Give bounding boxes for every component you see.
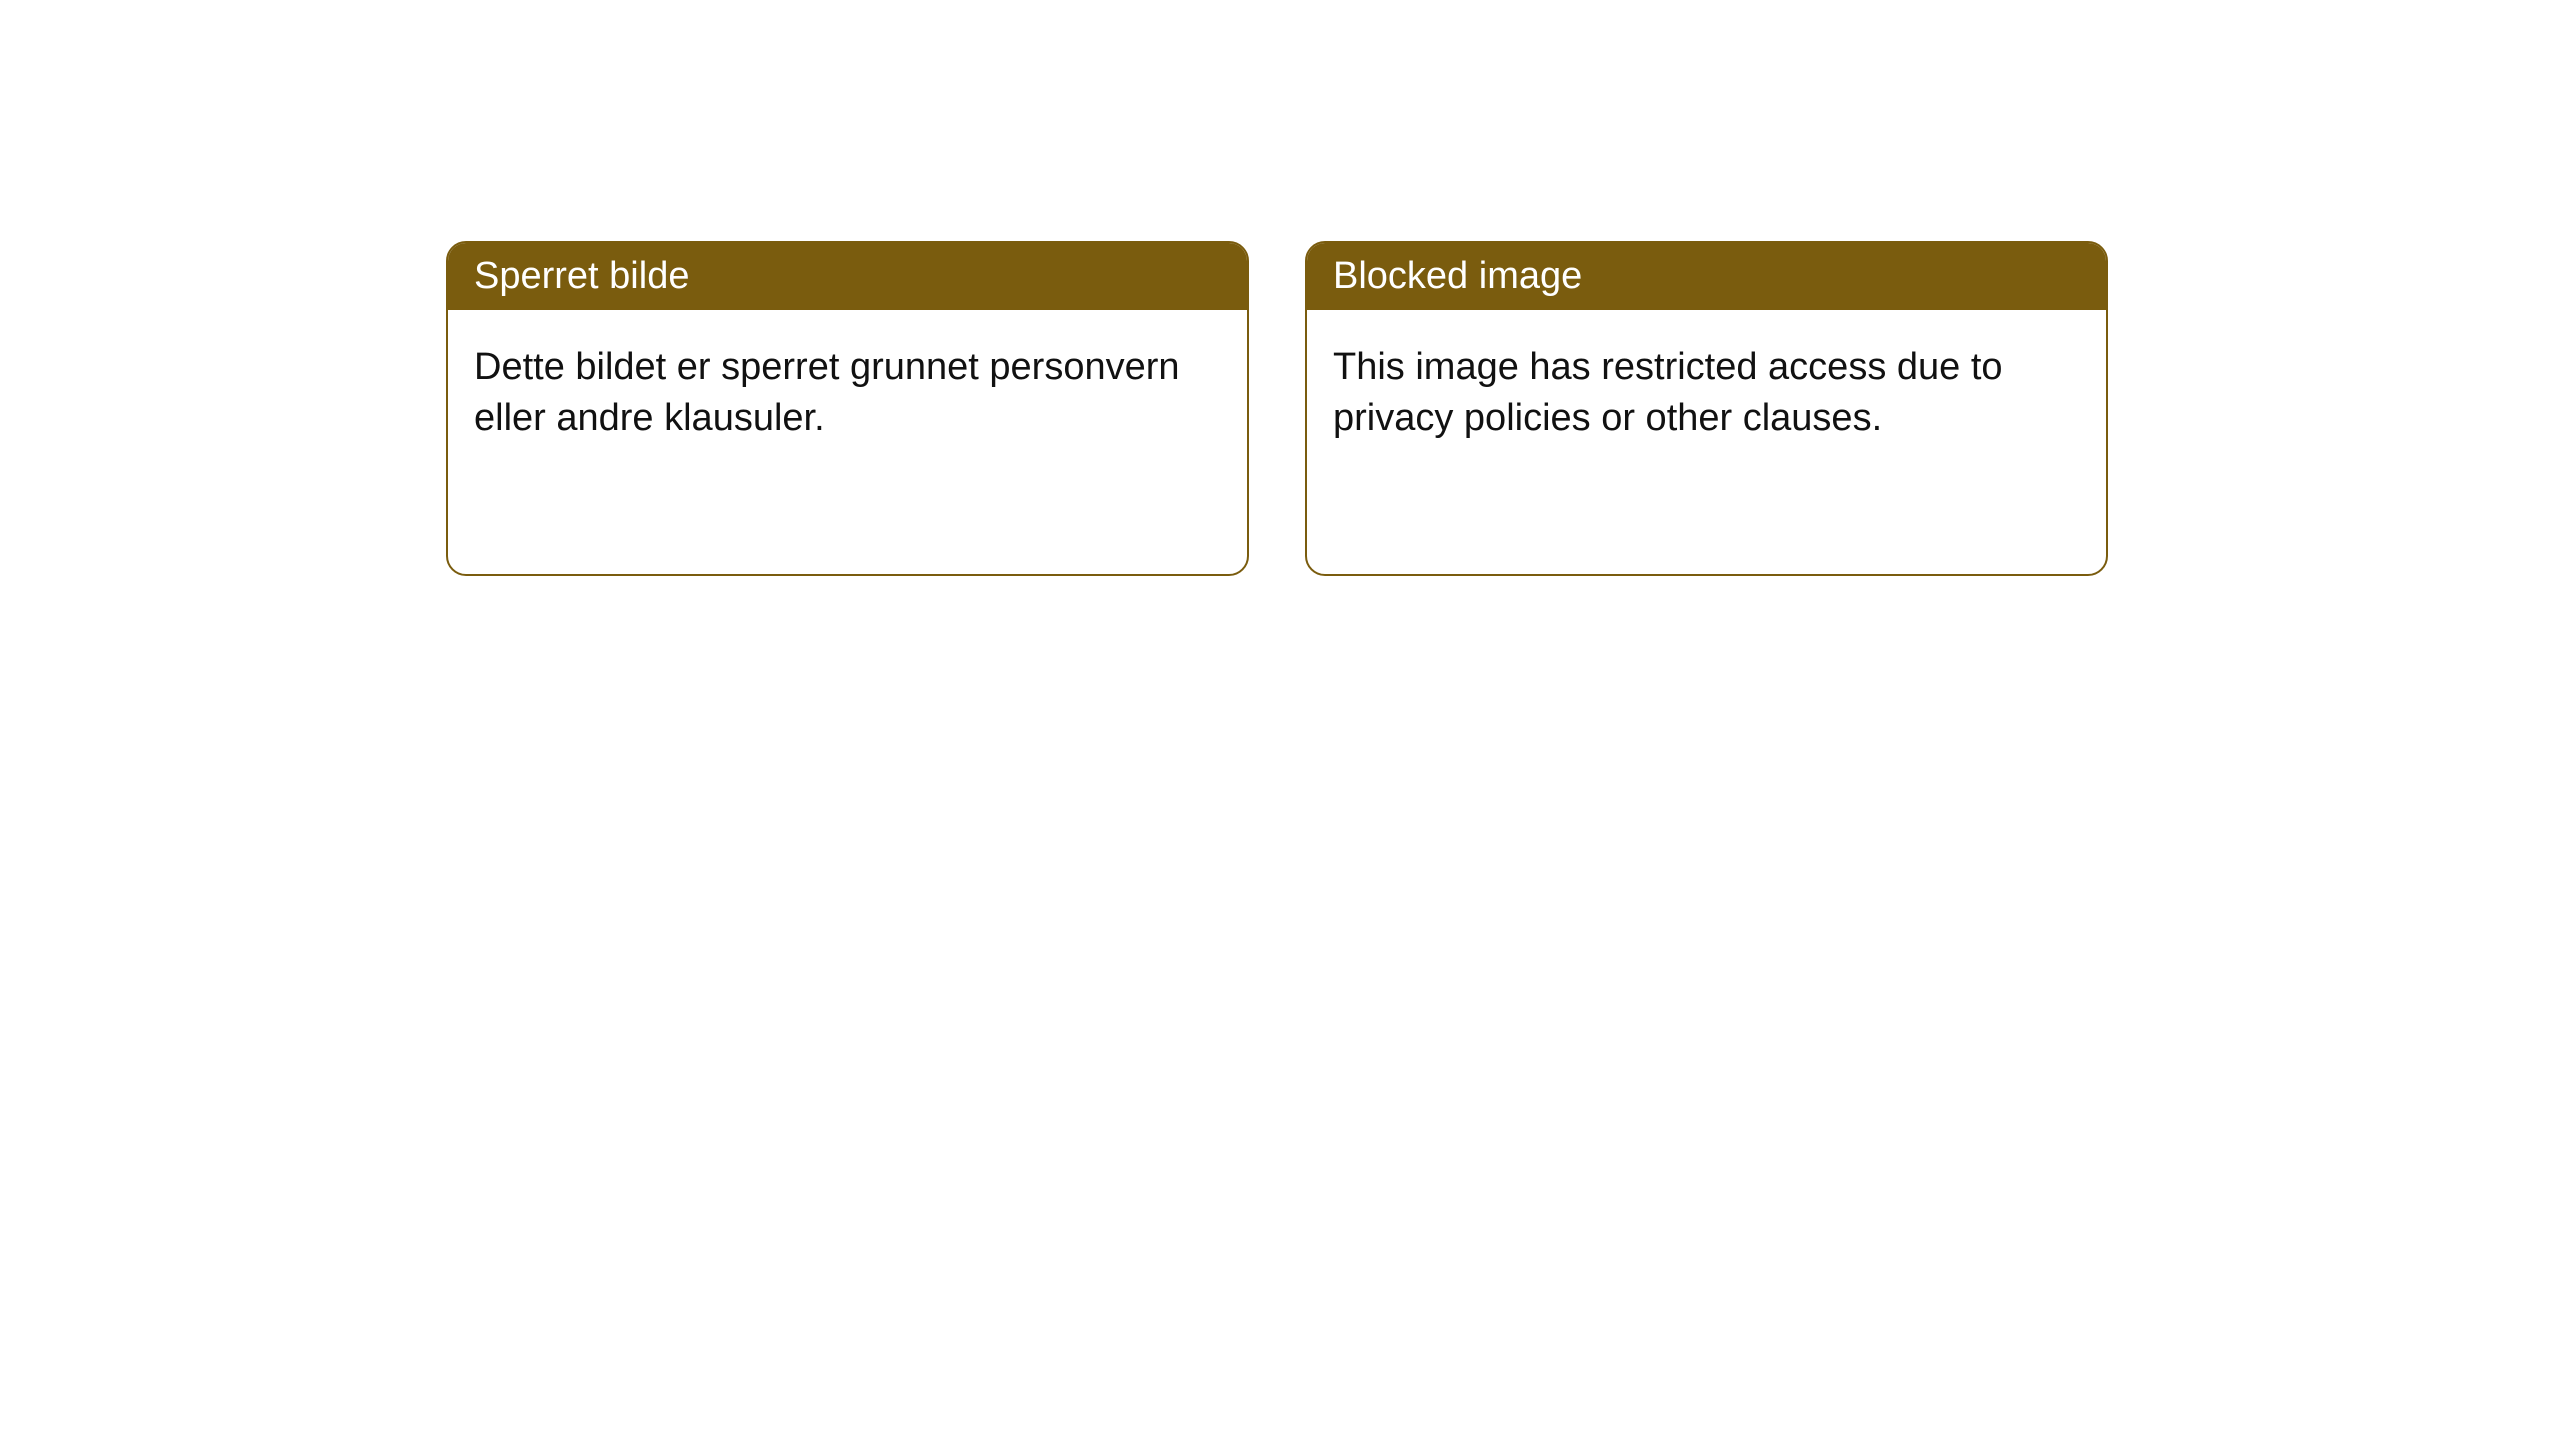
notice-card-en: Blocked image This image has restricted … bbox=[1305, 241, 2108, 576]
notice-card-no: Sperret bilde Dette bildet er sperret gr… bbox=[446, 241, 1249, 576]
notice-body-en: This image has restricted access due to … bbox=[1307, 310, 2106, 477]
notice-container: Sperret bilde Dette bildet er sperret gr… bbox=[446, 241, 2108, 576]
notice-title-en: Blocked image bbox=[1307, 243, 2106, 310]
notice-title-no: Sperret bilde bbox=[448, 243, 1247, 310]
notice-body-no: Dette bildet er sperret grunnet personve… bbox=[448, 310, 1247, 477]
